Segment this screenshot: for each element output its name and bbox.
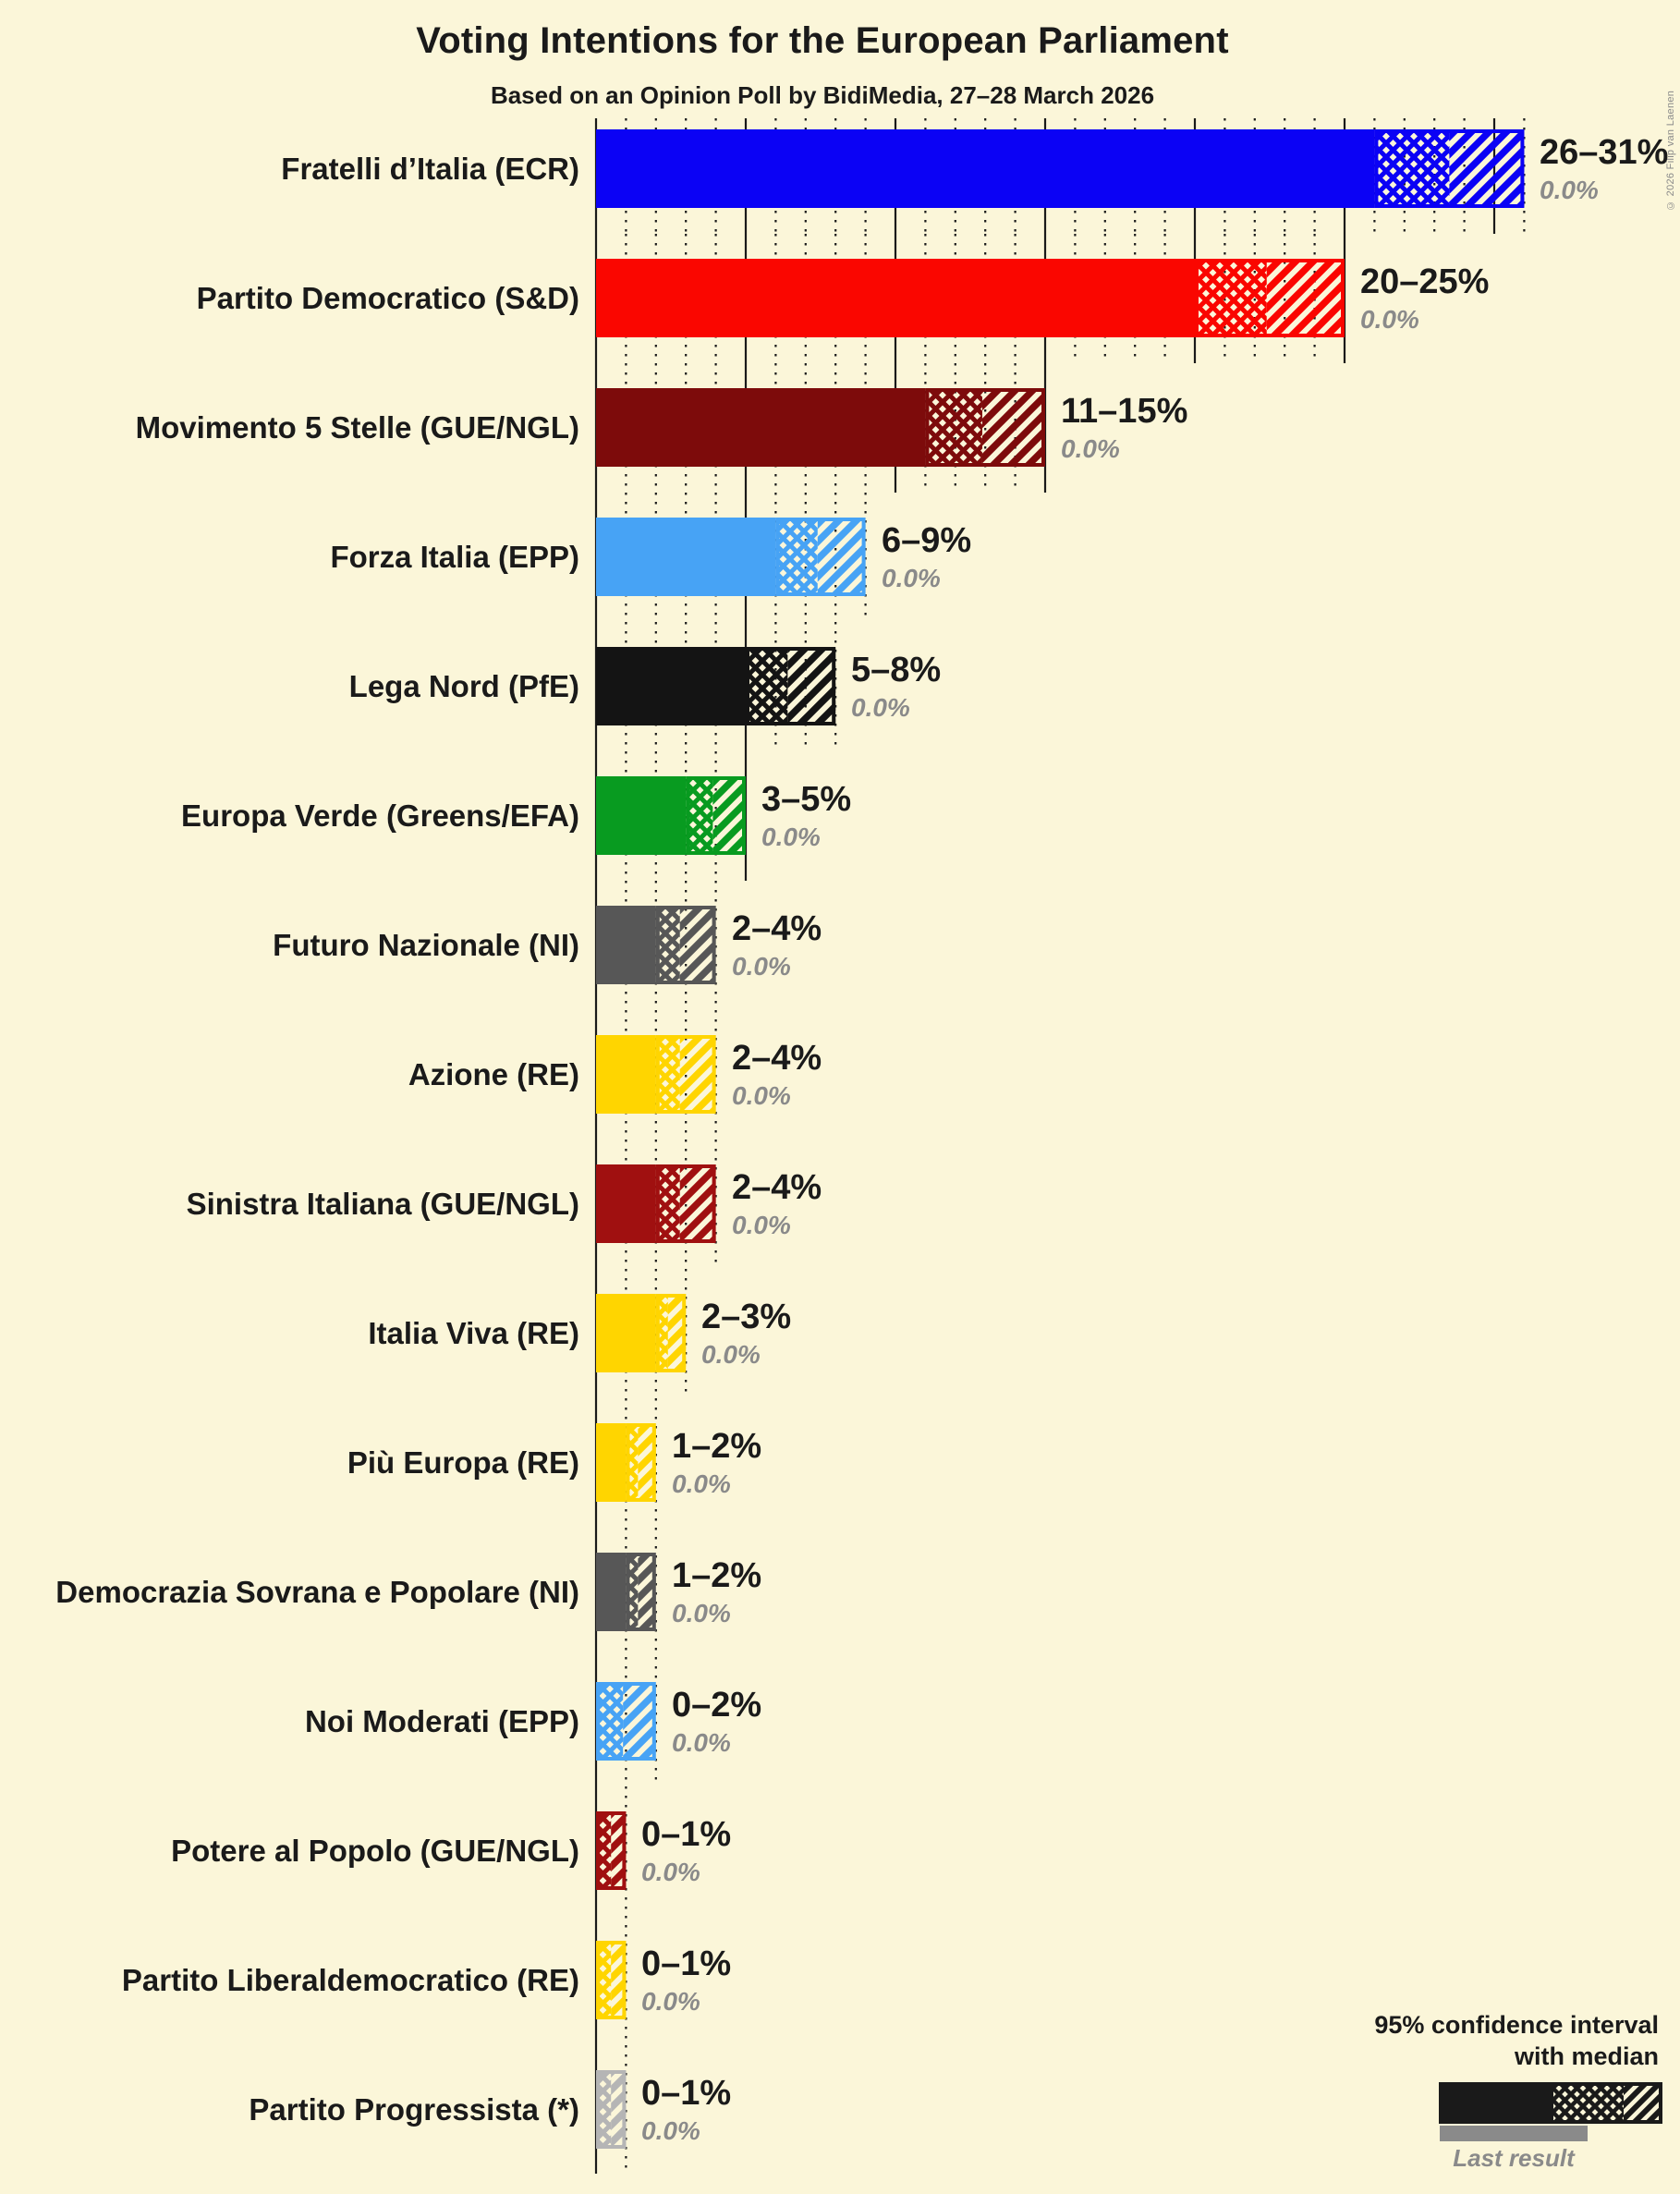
party-bar [596,1553,656,1631]
legend-ci-label-line1: 95% confidence interval [1374,2011,1659,2039]
party-bar [596,518,866,596]
party-bar [596,647,836,725]
party-name: Partito Democratico (S&D) [196,280,579,315]
party-name: Movimento 5 Stelle (GUE/NGL) [135,409,579,445]
ci-range-label: 0–1% [641,1944,732,1983]
page-title: Voting Intentions for the European Parli… [416,20,1229,61]
party-name: Partito Liberaldemocratico (RE) [121,1962,579,1997]
ci-range-label: 5–8% [851,651,942,689]
party-label: Democrazia Sovrana e Popolare (NI) [0,1553,579,1631]
last-result-value: 0.0% [882,564,941,592]
party-name: Partito Progressista (*) [249,2091,579,2127]
party-bar [596,259,1345,337]
party-label: Italia Viva (RE) [0,1294,579,1372]
party-bar [596,1035,716,1114]
party-name: Europa Verde (Greens/EFA) [181,798,579,833]
party-label: Forza Italia (EPP) [0,518,579,596]
ci-range-label: 26–31% [1540,133,1669,172]
party-label: Partito Progressista (*) [0,2070,579,2149]
last-result-value: 0.0% [672,1728,731,1757]
party-bar [596,1164,716,1243]
party-name: Futuro Nazionale (NI) [273,927,579,962]
ci-range-label: 2–4% [732,909,822,948]
ci-range-label: 2–4% [732,1168,822,1207]
party-label: Lega Nord (PfE) [0,647,579,725]
last-result-value: 0.0% [672,1599,731,1627]
party-bar [596,1811,627,1890]
ci-range-label: 0–2% [672,1686,762,1725]
last-result-value: 0.0% [732,952,791,981]
party-label: Più Europa (RE) [0,1423,579,1502]
ci-range-label: 11–15% [1061,392,1188,431]
ci-range-label: 0–1% [641,1815,732,1854]
ci-range-label: 2–3% [701,1298,792,1336]
party-name: Potere al Popolo (GUE/NGL) [171,1833,579,1868]
ci-range-label: 3–5% [761,780,852,819]
ci-range-label: 20–25% [1360,262,1490,301]
party-bar [596,388,1045,467]
party-label: Fratelli d’Italia (ECR) [0,129,579,208]
last-result-value: 0.0% [732,1081,791,1110]
last-result-value: 0.0% [672,1469,731,1498]
last-result-value: 0.0% [732,1211,791,1239]
party-name: Forza Italia (EPP) [330,539,579,574]
legend-ci-label-line2: with median [1514,2042,1659,2070]
party-label: Sinistra Italiana (GUE/NGL) [0,1164,579,1243]
ci-range-label: 1–2% [672,1427,762,1466]
party-label: Azione (RE) [0,1035,579,1114]
party-bar [596,776,746,855]
last-result-value: 0.0% [1061,434,1120,463]
last-result-value: 0.0% [851,693,910,722]
last-result-value: 0.0% [641,1987,700,2016]
legend-last-result-bar [1440,2126,1588,2141]
party-label: Movimento 5 Stelle (GUE/NGL) [0,388,579,467]
party-name: Sinistra Italiana (GUE/NGL) [186,1186,579,1221]
ci-range-label: 0–1% [641,2074,732,2113]
legend-last-result-label: Last result [1453,2144,1575,2172]
last-result-value: 0.0% [641,1858,700,1886]
party-name: Italia Viva (RE) [368,1315,579,1350]
ci-range-label: 2–4% [732,1039,822,1078]
last-result-value: 0.0% [1360,305,1419,334]
party-bar [596,1294,687,1372]
party-name: Noi Moderati (EPP) [304,1703,579,1738]
party-label: Europa Verde (Greens/EFA) [0,776,579,855]
party-label: Futuro Nazionale (NI) [0,906,579,984]
party-bar [596,129,1525,208]
party-name: Azione (RE) [408,1056,579,1091]
last-result-value: 0.0% [761,823,821,851]
party-label: Partito Democratico (S&D) [0,259,579,337]
party-bar [596,1423,656,1502]
ci-range-label: 6–9% [882,521,972,560]
last-result-value: 0.0% [701,1340,761,1369]
party-bar [596,2070,627,2149]
party-name: Democrazia Sovrana e Popolare (NI) [55,1574,579,1609]
last-result-value: 0.0% [641,2116,700,2145]
ci-range-label: 1–2% [672,1556,762,1595]
party-bar [596,1941,627,2019]
party-label: Noi Moderati (EPP) [0,1682,579,1761]
party-bar [596,1682,656,1761]
party-label: Potere al Popolo (GUE/NGL) [0,1811,579,1890]
party-name: Lega Nord (PfE) [348,668,579,703]
page-subtitle: Based on an Opinion Poll by BidiMedia, 2… [490,81,1155,109]
last-result-value: 0.0% [1540,176,1599,204]
party-bar [596,906,716,984]
legend-sample-bar [1439,2082,1662,2124]
party-name: Fratelli d’Italia (ECR) [281,151,579,186]
party-name: Più Europa (RE) [347,1444,579,1480]
party-label: Partito Liberaldemocratico (RE) [0,1941,579,2019]
